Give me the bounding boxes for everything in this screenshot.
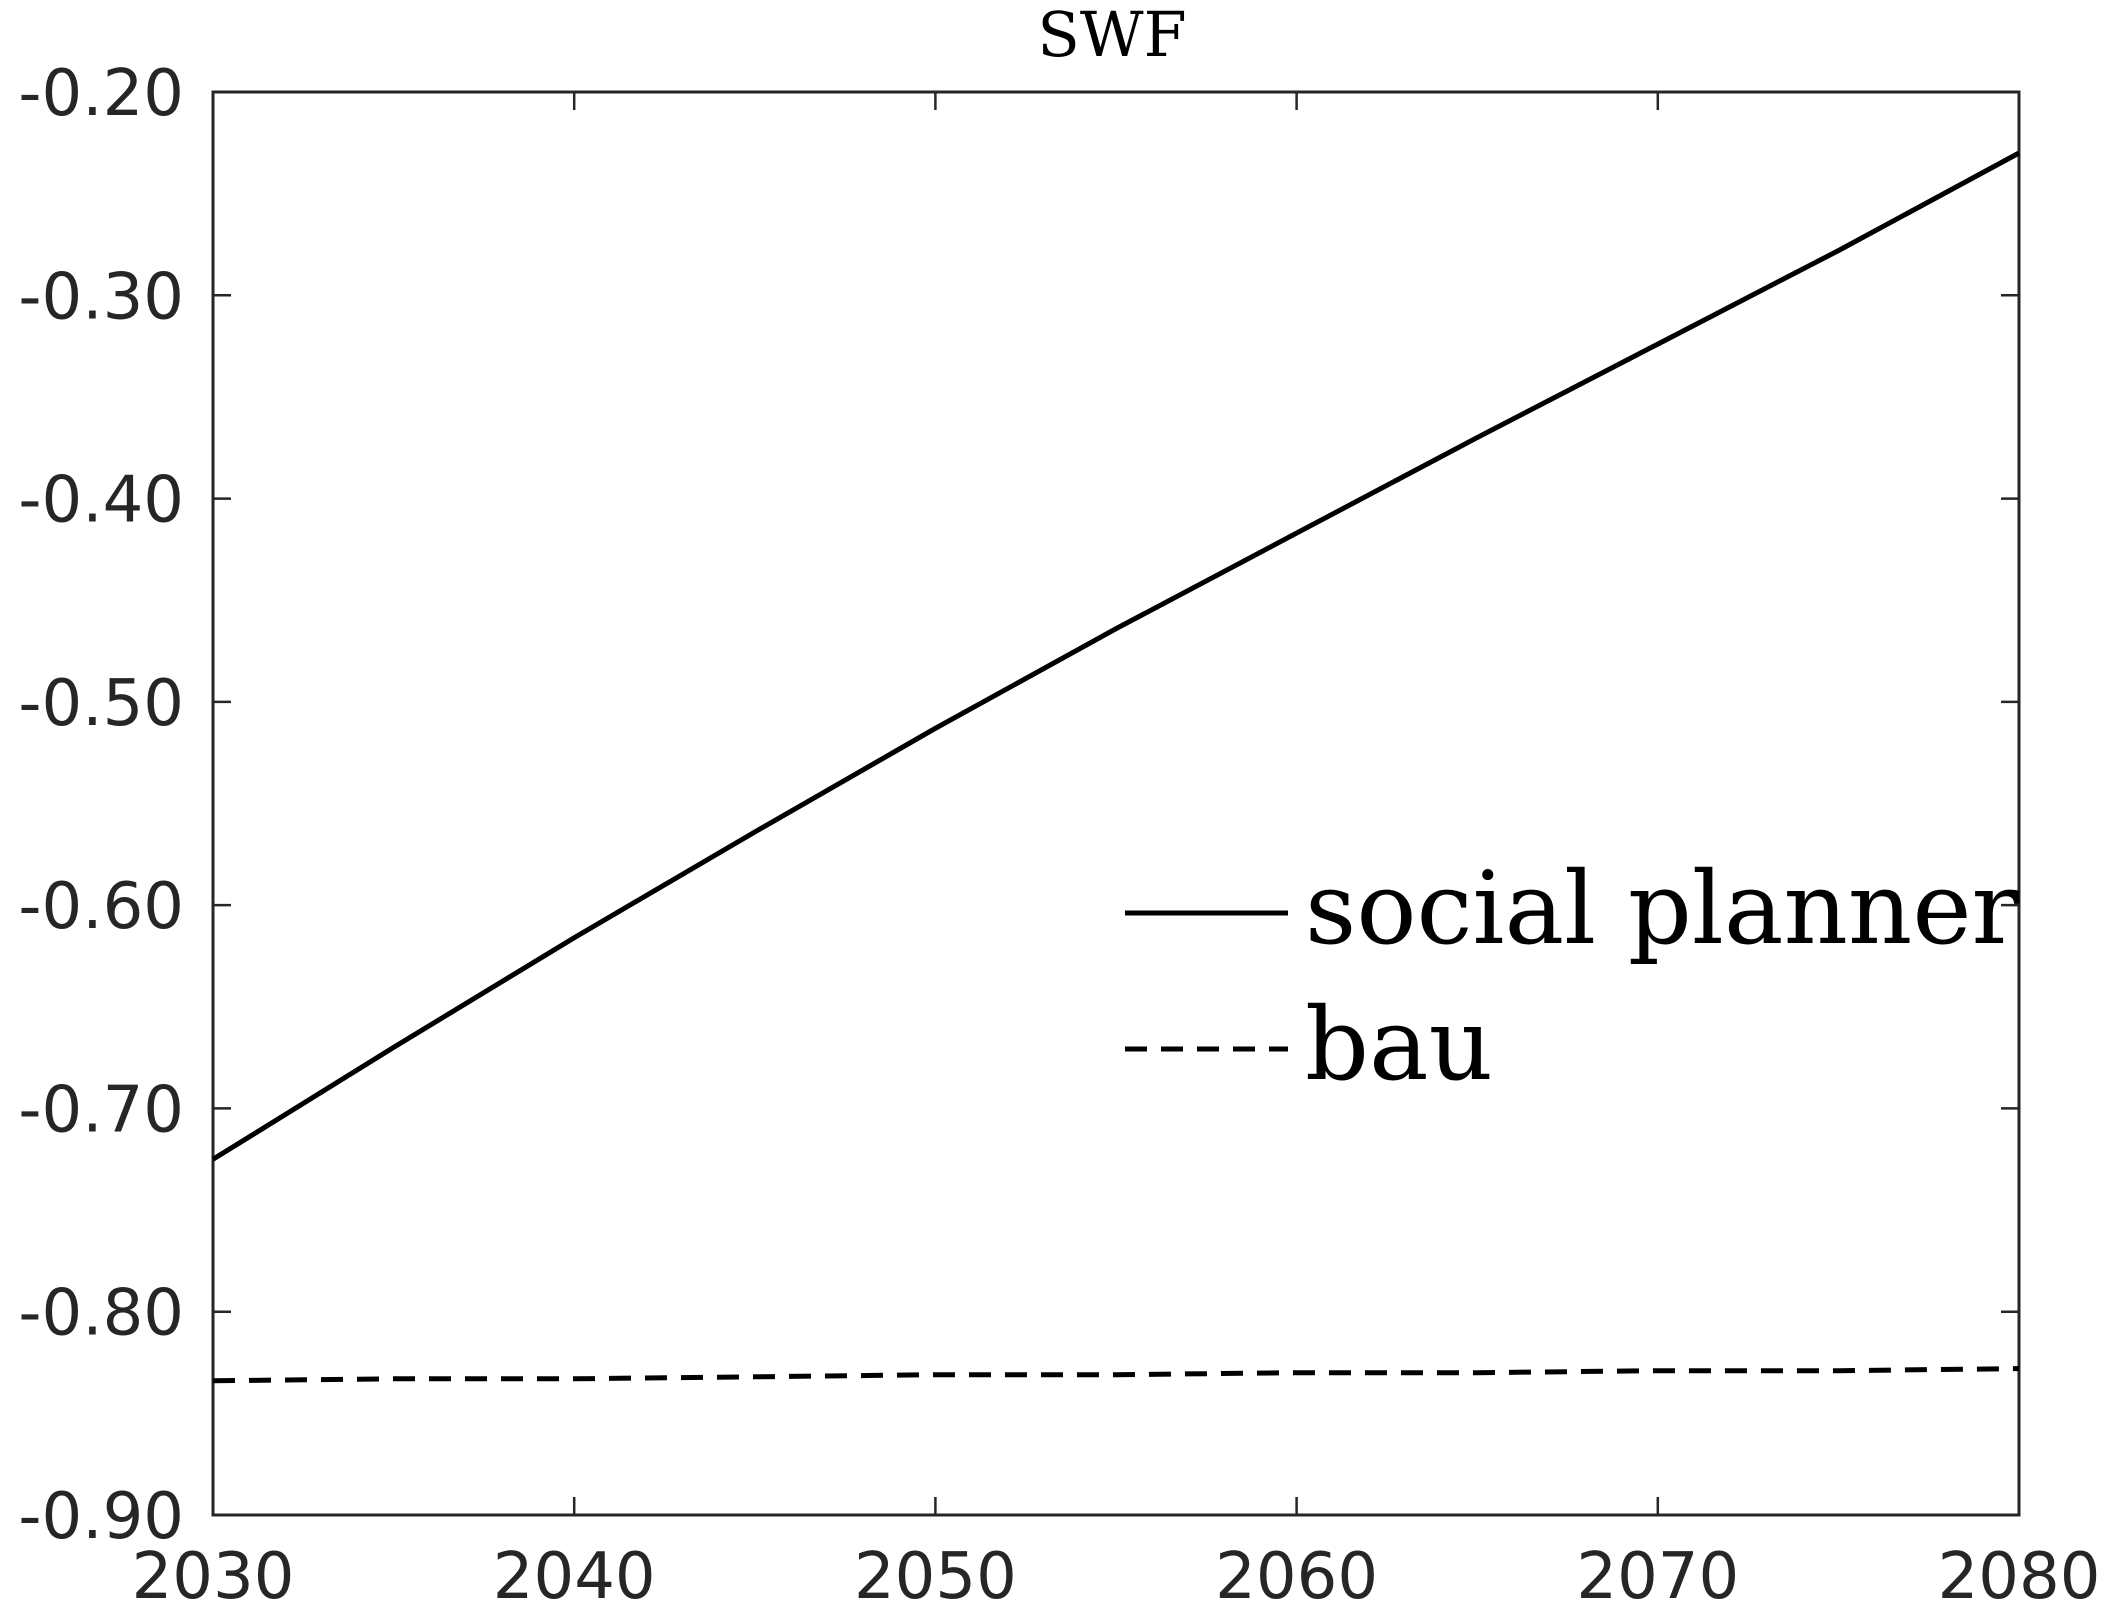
series-line-bau [212,1366,2020,1384]
y-tick-label: -0.40 [18,464,184,538]
y-tick-label: -0.80 [18,1277,184,1351]
y-tick-label: -0.30 [18,260,184,334]
y-tick-label: -0.70 [18,1073,184,1147]
chart-title: SWF [1037,0,1186,71]
y-tick-label: -0.20 [18,57,184,131]
x-tick-label: 2040 [493,1540,656,1614]
x-tick-label: 2080 [1938,1540,2101,1614]
plot-area: 2030 2040 2050 2060 2070 2080 -0.20 -0.30 -0.40 -… [18,57,2100,1614]
legend-label-bau: bau [1305,986,1493,1103]
x-tick-label: 2030 [132,1540,295,1614]
y-tick-label: -0.60 [18,870,184,944]
legend-label-social-planner: social planner [1305,850,2020,967]
x-tick-label: 2060 [1215,1540,1378,1614]
series-line-social-planner [211,150,2021,1162]
x-tick-label: 2070 [1576,1540,1739,1614]
legend: social planner bau [1125,850,2020,1103]
axes-box [211,90,2021,1517]
series-layer [211,150,2021,1384]
y-tick-label: -0.90 [18,1480,184,1554]
y-tick-label: -0.50 [18,667,184,741]
x-tick-label: 2050 [854,1540,1017,1614]
